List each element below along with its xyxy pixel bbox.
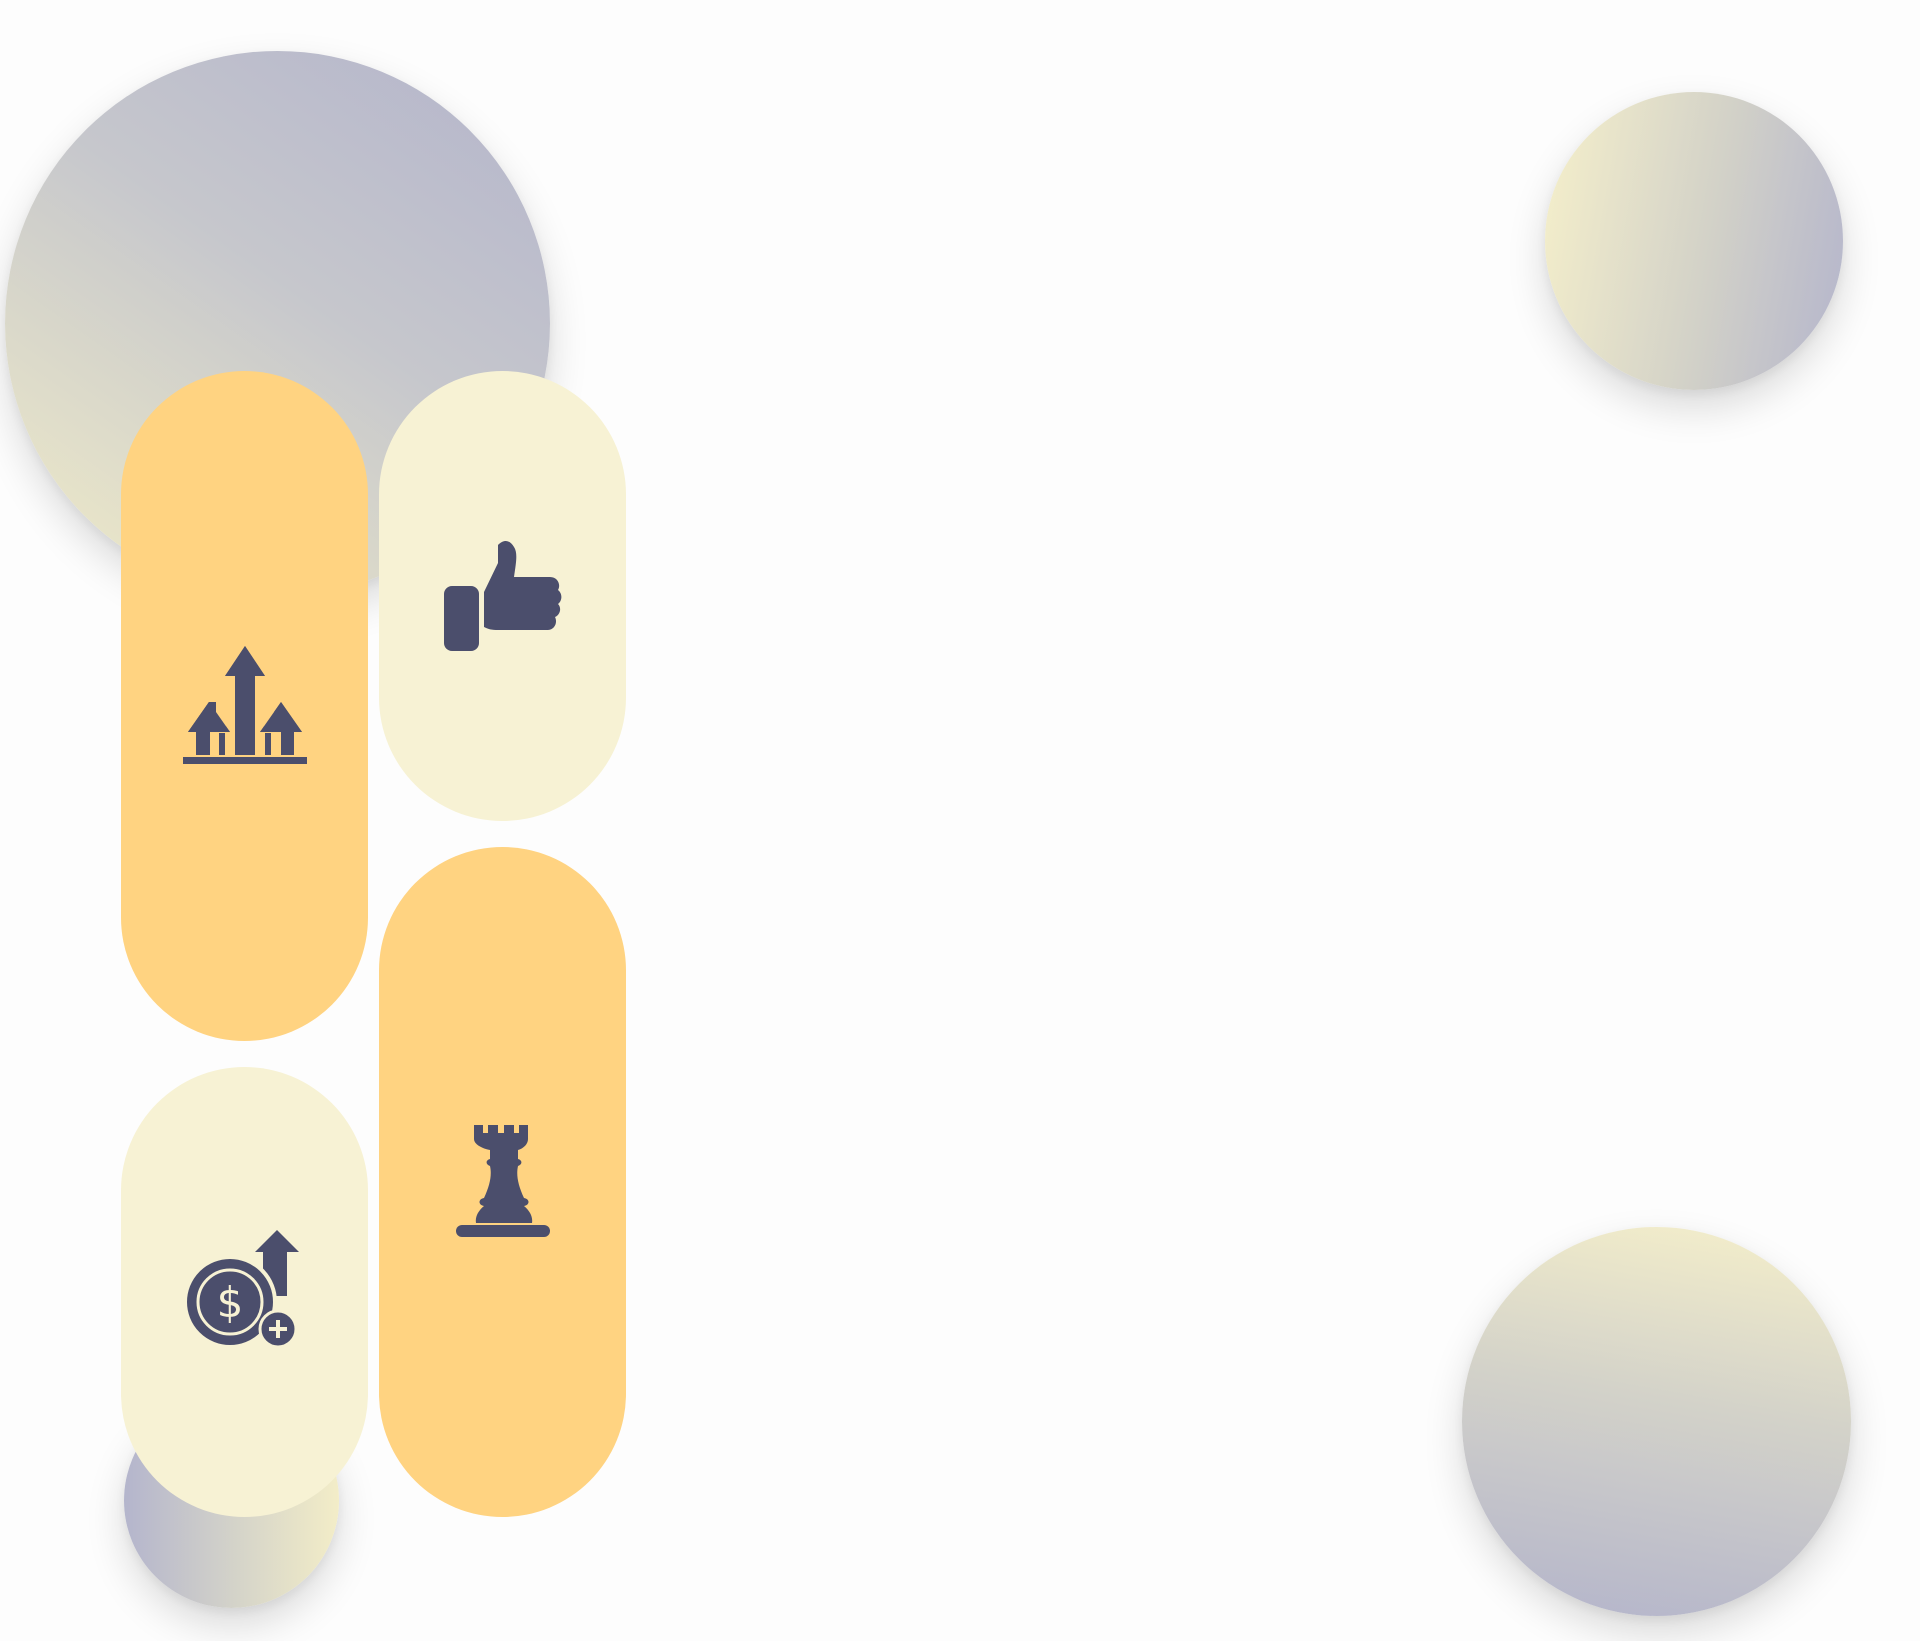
dollar-coin-up-icon: $ [184,1230,305,1354]
pill-like [379,371,626,821]
gradient-circle-top-right [1545,92,1843,390]
gradient-circle-bottom-right [1462,1227,1851,1616]
thumbs-up-icon [443,539,562,653]
pill-finance: $ [121,1067,368,1517]
svg-text:$: $ [216,1278,243,1327]
growth-arrows-icon [182,646,307,766]
pill-strategy [379,847,626,1517]
chess-rook-icon [455,1123,550,1241]
pill-growth [121,371,368,1041]
